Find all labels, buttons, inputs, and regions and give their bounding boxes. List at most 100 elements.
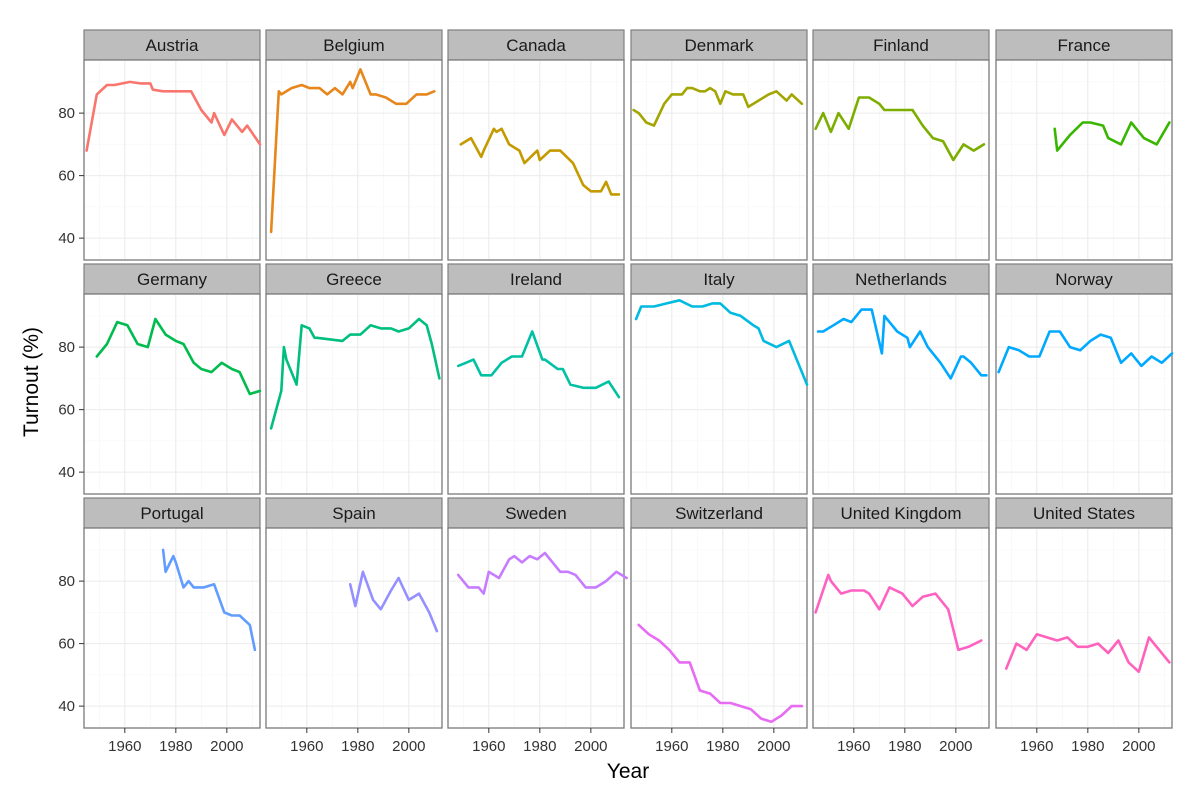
strip-label-greece: Greece <box>326 270 382 289</box>
y-tick-label: 40 <box>58 698 75 715</box>
y-tick-label: 80 <box>58 105 75 122</box>
facet-greece: Greece <box>265 263 443 495</box>
panel-border <box>83 293 261 495</box>
y-tick-label: 60 <box>58 636 75 653</box>
series-line-netherlands <box>816 308 988 380</box>
x-tick-label: 1960 <box>1020 738 1053 755</box>
series-line-united-kingdom <box>814 573 983 652</box>
strip-label-denmark: Denmark <box>685 36 754 55</box>
strip-denmark <box>630 29 808 61</box>
panel-border <box>995 293 1173 495</box>
facet-norway: Norway <box>995 263 1174 495</box>
x-tick-label: 2000 <box>574 738 607 755</box>
y-tick-label: 60 <box>58 168 75 185</box>
strip-austria <box>83 29 261 61</box>
strip-canada <box>447 29 625 61</box>
panel-switzerland <box>630 527 808 729</box>
panel-border <box>447 527 625 729</box>
strip-label-united-kingdom: United Kingdom <box>841 504 962 523</box>
strip-finland <box>812 29 990 61</box>
panel-france <box>995 59 1173 261</box>
facet-united-kingdom: United Kingdom <box>812 497 990 729</box>
series-line-portugal <box>161 548 257 652</box>
series-line-finland <box>814 96 986 162</box>
facet-switzerland: Switzerland <box>630 497 808 729</box>
series-line-france <box>1053 121 1171 152</box>
series-line-ireland <box>456 330 621 399</box>
x-axes: 1960 1980 2000 1960 1980 2000 1960 1980 2000 1960… <box>108 728 1156 755</box>
panel-border <box>265 527 443 729</box>
x-tick-label: 2000 <box>392 738 425 755</box>
panel-united-states <box>995 527 1173 729</box>
series-line-norway <box>997 330 1174 374</box>
strip-label-switzerland: Switzerland <box>675 504 763 523</box>
panel-border <box>630 527 808 729</box>
x-tick-label: 1980 <box>159 738 192 755</box>
strip-france <box>995 29 1173 61</box>
x-tick-label: 1980 <box>706 738 739 755</box>
strip-label-netherlands: Netherlands <box>855 270 947 289</box>
strip-label-finland: Finland <box>873 36 929 55</box>
panel-austria <box>83 59 261 261</box>
facet-austria: Austria <box>83 29 262 261</box>
panel-border <box>812 59 990 261</box>
panel-united-kingdom <box>812 527 990 729</box>
strip-label-belgium: Belgium <box>323 36 384 55</box>
panel-border <box>812 293 990 495</box>
panel-border <box>83 527 261 729</box>
x-tick-label: 1960 <box>837 738 870 755</box>
panel-ireland <box>447 293 625 495</box>
series-line-spain <box>348 570 439 633</box>
panel-border <box>265 59 443 261</box>
series-line-germany <box>95 317 262 396</box>
series-line-switzerland <box>637 623 804 724</box>
facet-belgium: Belgium <box>265 29 443 261</box>
strip-label-portugal: Portugal <box>140 504 203 523</box>
strip-sweden <box>447 497 625 529</box>
series-line-sweden <box>456 551 628 595</box>
x-tick-label: 2000 <box>757 738 790 755</box>
strip-belgium <box>265 29 443 61</box>
panel-border <box>447 59 625 261</box>
x-tick-label: 1960 <box>290 738 323 755</box>
strip-label-ireland: Ireland <box>510 270 562 289</box>
panel-border <box>265 293 443 495</box>
x-tick-label: 2000 <box>1122 738 1155 755</box>
x-tick-label: 1980 <box>888 738 921 755</box>
strip-label-canada: Canada <box>506 36 566 55</box>
series-line-austria <box>85 80 262 152</box>
panel-italy <box>630 293 808 495</box>
y-tick-label: 40 <box>58 230 75 247</box>
panel-border <box>995 527 1173 729</box>
strip-label-sweden: Sweden <box>505 504 566 523</box>
facet-finland: Finland <box>812 29 990 261</box>
series-line-greece <box>269 317 441 430</box>
x-tick-label: 2000 <box>210 738 243 755</box>
facet-ireland: Ireland <box>447 263 625 495</box>
strip-germany <box>83 263 261 295</box>
panel-border <box>83 59 261 261</box>
strip-label-united-states: United States <box>1033 504 1135 523</box>
y-tick-label: 60 <box>58 402 75 419</box>
panel-border <box>630 59 808 261</box>
x-tick-label: 1980 <box>341 738 374 755</box>
panel-germany <box>83 293 261 495</box>
strip-ireland <box>447 263 625 295</box>
strip-portugal <box>83 497 261 529</box>
strip-label-austria: Austria <box>146 36 199 55</box>
y-tick-label: 80 <box>58 339 75 356</box>
y-tick-label: 40 <box>58 464 75 481</box>
panel-netherlands <box>812 293 990 495</box>
facet-portugal: Portugal <box>83 497 261 729</box>
facet-netherlands: Netherlands <box>812 263 990 495</box>
panel-norway <box>995 293 1173 495</box>
strip-label-italy: Italy <box>703 270 735 289</box>
facet-germany: Germany <box>83 263 262 495</box>
panel-border <box>995 59 1173 261</box>
facet-united-states: United States <box>995 497 1173 729</box>
facet-panels: Austria Belgium Canada Denmark Finland France… <box>83 29 1174 729</box>
strip-label-norway: Norway <box>1055 270 1113 289</box>
panel-greece <box>265 293 443 495</box>
series-line-belgium <box>269 68 436 234</box>
